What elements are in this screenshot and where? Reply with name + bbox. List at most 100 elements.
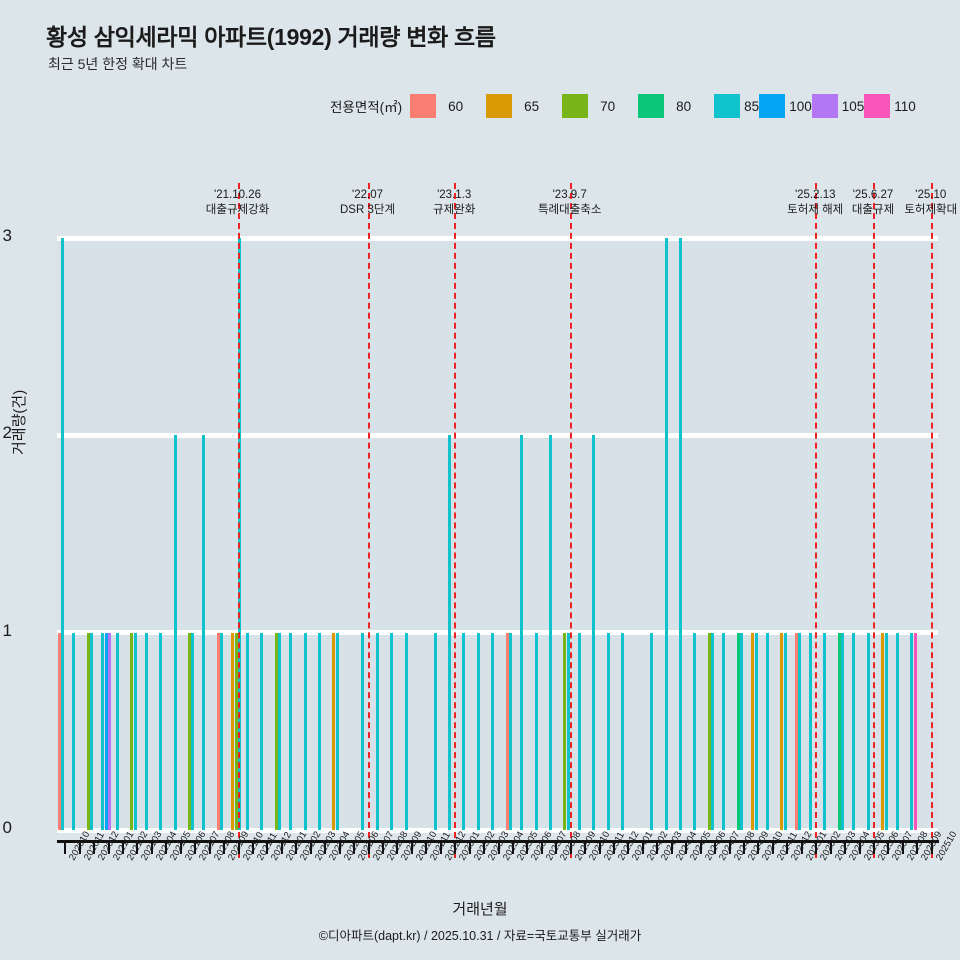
bar-202105-85 bbox=[159, 632, 163, 830]
event-line-202110 bbox=[237, 183, 240, 858]
x-tickmark-202011 bbox=[78, 840, 81, 854]
bar-202110-65 bbox=[231, 632, 235, 830]
event-date: '25.10 bbox=[915, 189, 947, 201]
bar-202509-85 bbox=[910, 632, 914, 830]
bar-202307-85 bbox=[534, 632, 538, 830]
bar-202509-110 bbox=[913, 632, 917, 830]
event-date: '22.07 bbox=[352, 189, 383, 201]
bar-202110-85 bbox=[238, 238, 242, 830]
x-tickmark-202107 bbox=[194, 840, 197, 854]
legend-label-110: 110 bbox=[894, 98, 916, 114]
x-tickmark-202410 bbox=[757, 840, 760, 854]
legend-swatch-65 bbox=[486, 94, 513, 118]
x-tickmark-202501 bbox=[800, 840, 803, 854]
y-tick-0: 0 bbox=[2, 818, 12, 837]
bar-202502-85 bbox=[809, 632, 813, 830]
x-tickmark-202110 bbox=[237, 840, 240, 854]
bar-202410-65 bbox=[751, 632, 755, 830]
bar-202504-80 bbox=[837, 632, 841, 830]
x-tickmark-202502 bbox=[815, 840, 818, 854]
x-tickmark-202311 bbox=[598, 840, 601, 854]
bar-202209-85 bbox=[390, 632, 394, 830]
bar-202507-85 bbox=[884, 632, 888, 830]
event-line-202309 bbox=[569, 183, 572, 858]
bar-202309-85 bbox=[566, 632, 570, 830]
bar-202505-85 bbox=[852, 632, 856, 830]
bar-202411-85 bbox=[765, 632, 769, 830]
x-tickmark-202509 bbox=[916, 840, 919, 854]
bar-202501-60 bbox=[794, 632, 798, 830]
x-tickmark-202411 bbox=[771, 840, 774, 854]
x-tickmark-202406 bbox=[699, 840, 702, 854]
x-tickmark-202207 bbox=[367, 840, 370, 854]
x-tickmark-202308 bbox=[555, 840, 558, 854]
gridline-0 bbox=[57, 827, 938, 833]
bar-202506-85 bbox=[866, 632, 870, 830]
page-subtitle: 최근 5년 한정 확대 차트 bbox=[48, 56, 188, 72]
legend: 전용면적(㎡) 60 65 70 80 85 100 105 110 bbox=[330, 93, 916, 119]
x-tickmark-202106 bbox=[179, 840, 182, 854]
x-tickmark-202310 bbox=[584, 840, 587, 854]
x-tickmark-202210 bbox=[410, 840, 413, 854]
bar-202202-85 bbox=[289, 632, 293, 830]
y-tick-2: 2 bbox=[2, 423, 12, 443]
legend-label-85: 85 bbox=[744, 98, 760, 114]
legend-swatch-85 bbox=[714, 94, 741, 118]
bar-202508-85 bbox=[895, 632, 899, 830]
y-tick-3: 3 bbox=[2, 226, 12, 245]
bar-202101-105 bbox=[108, 632, 112, 830]
legend-label-80: 80 bbox=[676, 98, 692, 114]
bar-202010-60 bbox=[58, 632, 61, 830]
x-tickmark-202105 bbox=[165, 840, 168, 854]
bar-202404-85 bbox=[664, 238, 668, 830]
event-text: 토허제 해제 bbox=[787, 204, 844, 216]
x-tickmark-202407 bbox=[714, 840, 717, 854]
bar-202305-85 bbox=[509, 632, 513, 830]
x-tickmark-202103 bbox=[136, 840, 139, 854]
bar-202410-85 bbox=[754, 632, 758, 830]
bar-202201-85 bbox=[278, 632, 282, 830]
bar-202203-85 bbox=[303, 632, 307, 830]
bar-202205-65 bbox=[332, 632, 336, 830]
bar-202012-85 bbox=[90, 632, 94, 830]
bar-202303-85 bbox=[476, 632, 480, 830]
bar-202412-65 bbox=[780, 632, 784, 830]
bar-202305-60 bbox=[505, 632, 509, 830]
bar-202409-85 bbox=[740, 632, 744, 830]
legend-label-65: 65 bbox=[524, 98, 540, 114]
gridline-2 bbox=[57, 432, 938, 438]
bar-202212-85 bbox=[433, 632, 437, 830]
event-text: DSR 3단계 bbox=[340, 204, 396, 216]
event-line-202301 bbox=[454, 183, 457, 858]
x-tickmark-202409 bbox=[743, 840, 746, 854]
event-text: 규제완화 bbox=[433, 204, 476, 216]
x-tickmark-202408 bbox=[728, 840, 731, 854]
bar-202011-85 bbox=[72, 632, 76, 830]
bar-202101-100 bbox=[104, 632, 108, 830]
event-annotation-202502: '25.2.13 토허제 해제 bbox=[755, 188, 875, 218]
bar-202408-85 bbox=[722, 632, 726, 830]
x-tickmark-202401 bbox=[627, 840, 630, 854]
x-tickmark-202109 bbox=[223, 840, 226, 854]
bar-202409-80 bbox=[736, 632, 740, 830]
bar-202109-60 bbox=[216, 632, 220, 830]
x-tickmark-202203 bbox=[309, 840, 312, 854]
event-date: '23.1.3 bbox=[437, 189, 472, 201]
bar-202407-70 bbox=[707, 632, 711, 830]
x-tickmark-202301 bbox=[454, 840, 457, 854]
x-tickmark-202508 bbox=[901, 840, 904, 854]
legend-swatch-60 bbox=[410, 94, 437, 118]
event-annotation-202301: '23.1.3 규제완화 bbox=[394, 188, 514, 218]
bar-202406-85 bbox=[693, 632, 697, 830]
bar-202302-85 bbox=[462, 632, 466, 830]
gridline-3 bbox=[57, 235, 938, 241]
x-tickmark-202112 bbox=[266, 840, 269, 854]
bar-202109-85 bbox=[220, 632, 224, 830]
x-tickmark-202309 bbox=[569, 840, 572, 854]
bar-202103-85 bbox=[133, 632, 137, 830]
event-line-202207 bbox=[367, 183, 370, 858]
event-line-202510 bbox=[930, 183, 933, 858]
legend-swatch-80 bbox=[638, 94, 665, 118]
bar-202107-70 bbox=[187, 632, 191, 830]
x-tickmark-202305 bbox=[511, 840, 514, 854]
